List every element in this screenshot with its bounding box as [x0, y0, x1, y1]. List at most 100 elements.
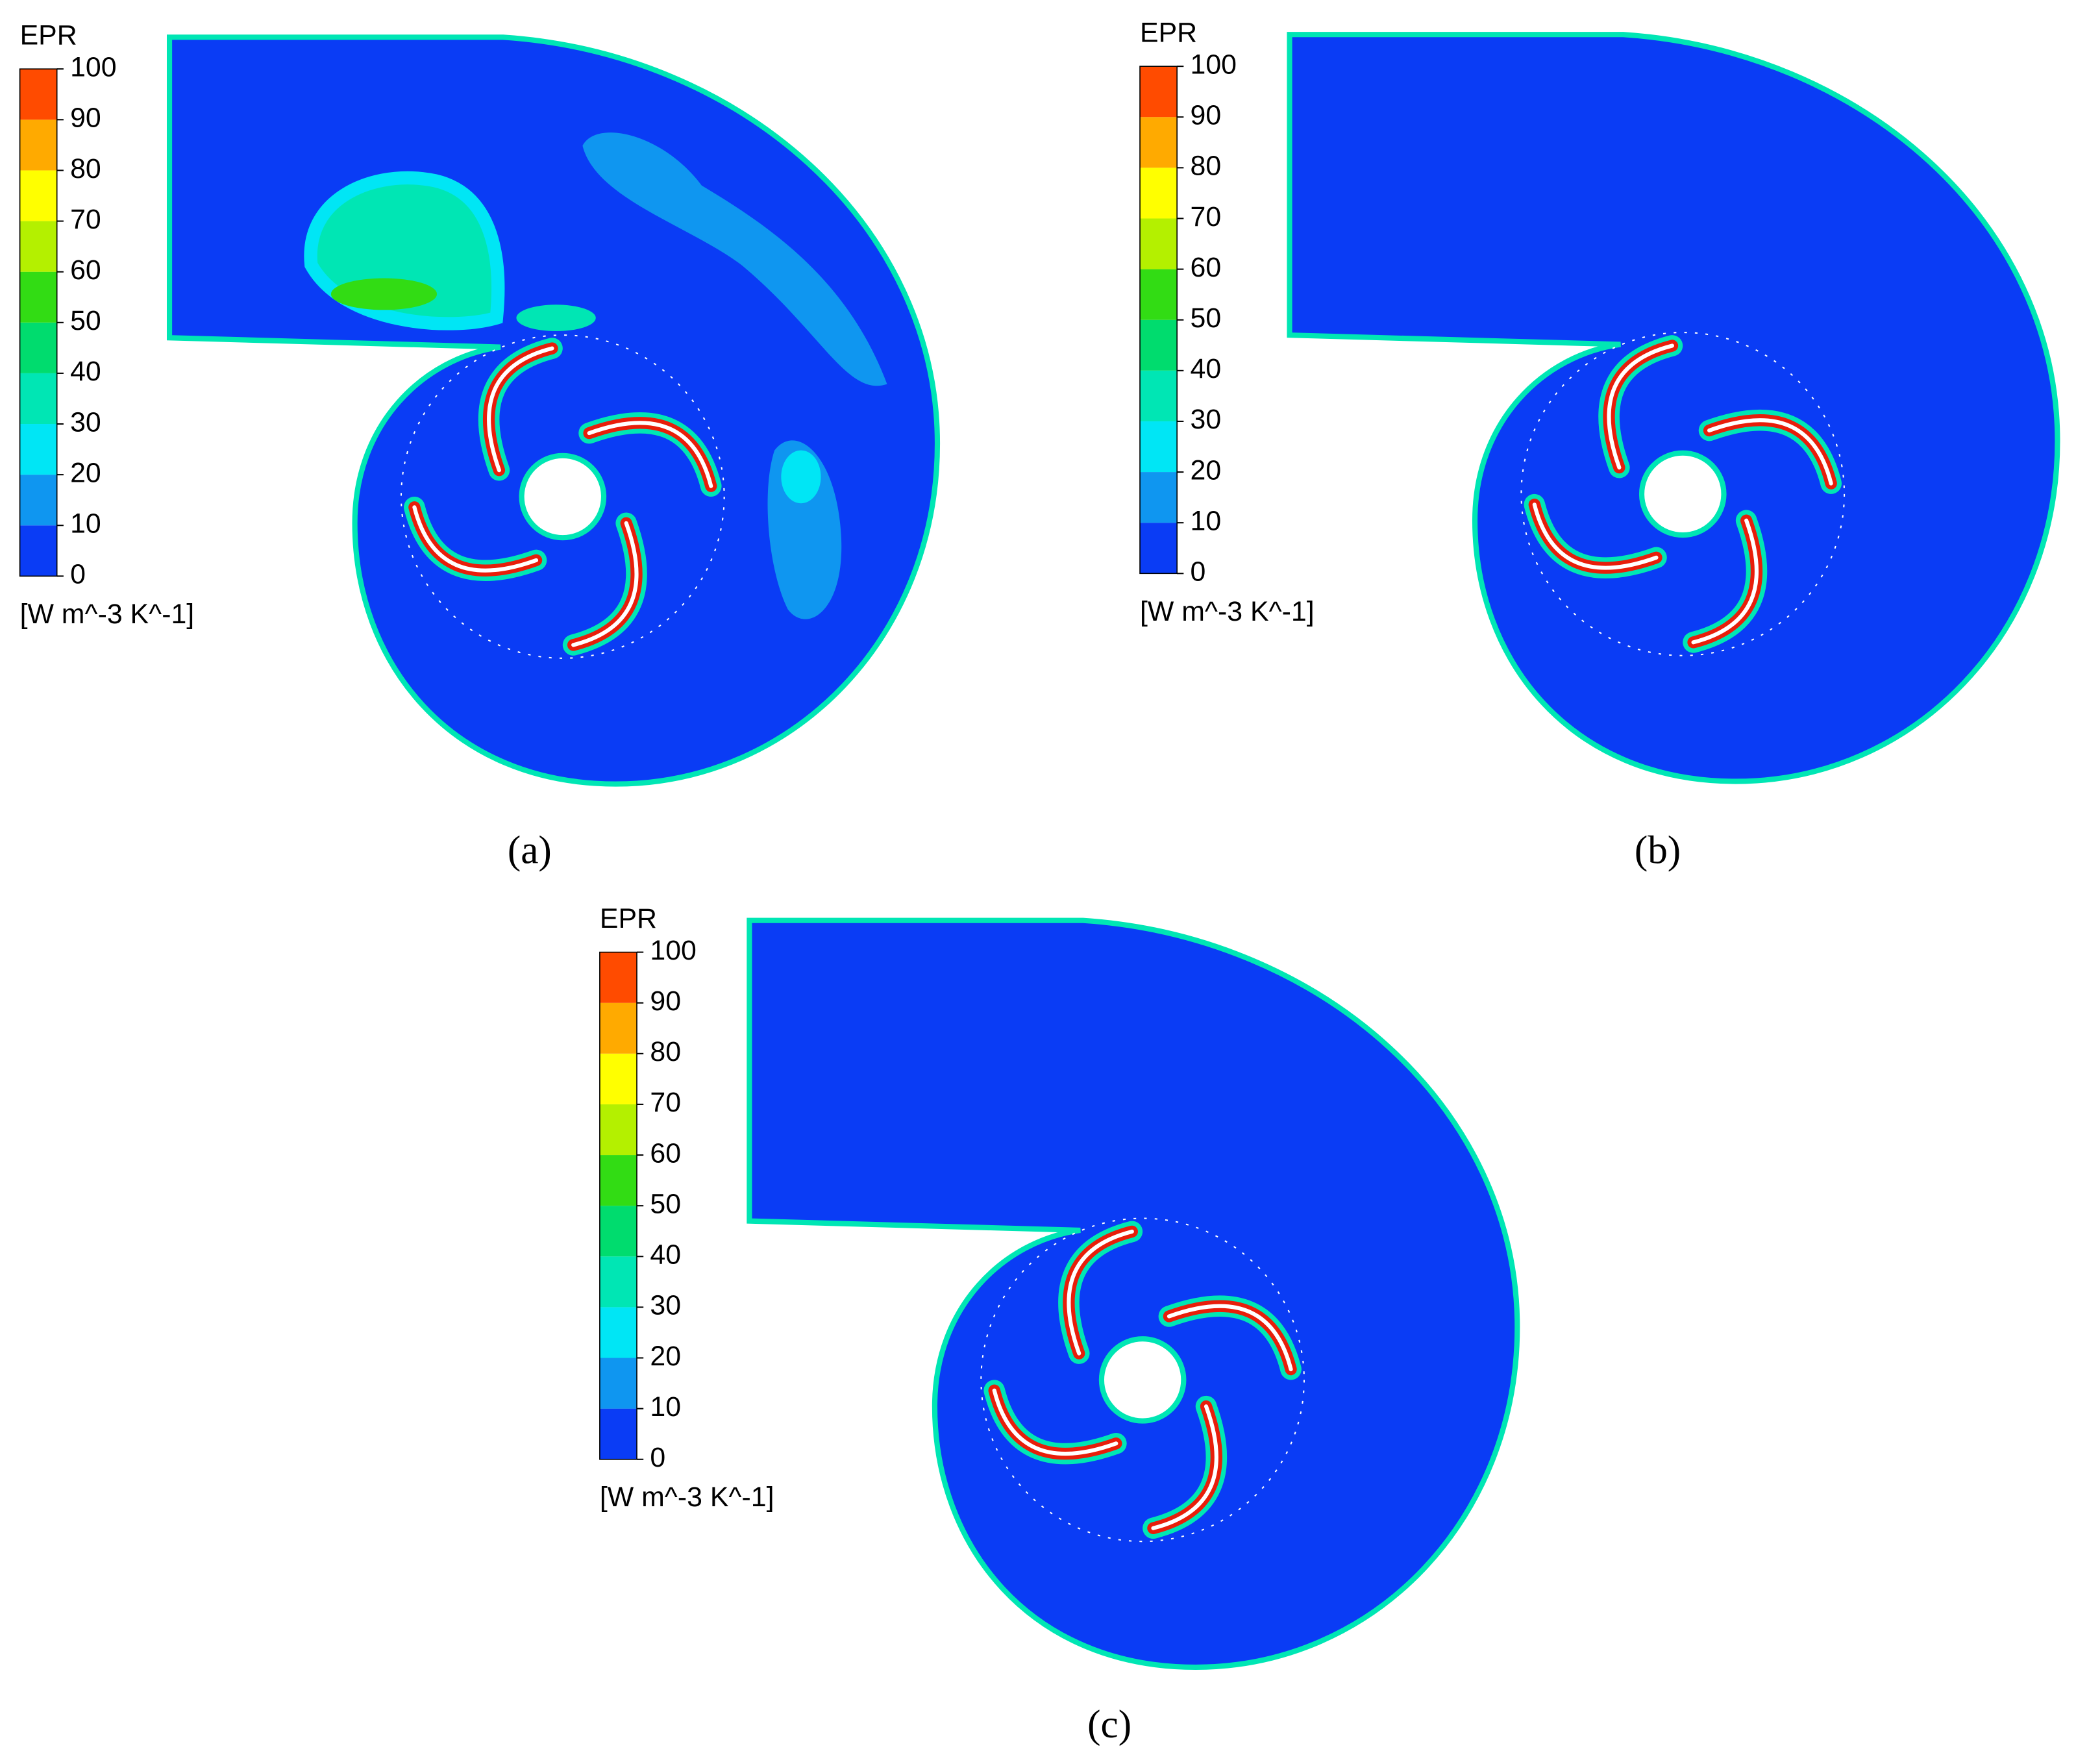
colorbar-unit: [W m^-3 K^-1] [1140, 596, 1315, 627]
hub [1098, 1336, 1187, 1424]
flow-region [330, 278, 438, 310]
blade-core [571, 521, 639, 647]
colorbar-band [599, 1307, 637, 1358]
colorbar-band [19, 322, 57, 373]
colorbar-tick-label: 100 [1191, 49, 1237, 80]
colorbar-band [1140, 370, 1178, 421]
colorbar-tick-label: 80 [1191, 151, 1222, 182]
colorbar-band [19, 119, 57, 171]
colorbar-unit: [W m^-3 K^-1] [600, 1482, 774, 1513]
colorbar-band [599, 1002, 637, 1054]
rotor-interface [980, 1217, 1305, 1543]
colorbar-band [1140, 319, 1178, 371]
colorbar-tick-label: 0 [650, 1442, 665, 1473]
colorbar-band [19, 271, 57, 323]
blade-core [1607, 343, 1674, 470]
blade-core [1691, 518, 1759, 645]
colorbar-tick-label: 10 [70, 508, 101, 540]
hub [519, 453, 607, 541]
colorbar-band [599, 1358, 637, 1409]
colorbar-band [599, 952, 637, 1003]
flow-region [781, 450, 821, 504]
colorbar-tick-label: 60 [1191, 252, 1222, 283]
hub [1638, 450, 1727, 538]
colorbar-band [1140, 117, 1178, 168]
blade-core [1532, 503, 1659, 570]
colorbar-tick-label: 60 [70, 255, 101, 286]
panel-label: (a) [508, 828, 552, 873]
colorbar-tick-label: 50 [650, 1188, 681, 1219]
colorbar-tick-label: 0 [70, 559, 86, 590]
colorbar-band [19, 525, 57, 577]
panel-label: (c) [1087, 1702, 1131, 1746]
colorbar-band [599, 1155, 637, 1206]
panel-label: (b) [1635, 828, 1681, 873]
blade-core [487, 346, 554, 473]
volute-edge [1287, 32, 2060, 784]
panel: EPR 0 10 20 30 40 50 60 70 80 90 100 [W m^-3 K^-1] [19, 20, 941, 787]
blade-core [587, 421, 713, 488]
colorbar-band [1140, 472, 1178, 523]
colorbar-tick-label: 50 [70, 305, 101, 336]
colorbar-tick-label: 10 [650, 1391, 681, 1422]
colorbar-tick-label: 20 [1191, 454, 1222, 486]
colorbar-tick-label: 90 [650, 986, 681, 1017]
blade-core [1151, 1404, 1218, 1530]
colorbar-band [19, 221, 57, 272]
colorbar-tick-label: 50 [1191, 303, 1222, 334]
colorbar-tick-label: 30 [70, 406, 101, 438]
colorbar-band [1140, 218, 1178, 269]
colorbar-band [19, 373, 57, 425]
flow-region [582, 132, 887, 386]
colorbar-tick-label: 40 [1191, 353, 1222, 384]
flow-region [516, 304, 596, 332]
colorbar-tick-label: 70 [1191, 201, 1222, 232]
colorbar-tick-label: 10 [1191, 505, 1222, 536]
blade-core [992, 1388, 1118, 1456]
colorbar-band [19, 170, 57, 221]
colorbar-tick-label: 30 [650, 1290, 681, 1321]
colorbar-title: EPR [600, 903, 657, 934]
colorbar-tick-label: 80 [650, 1036, 681, 1067]
colorbar-tick-label: 0 [1191, 556, 1206, 588]
colorbar-band [599, 1053, 637, 1104]
colorbar-unit: [W m^-3 K^-1] [20, 599, 195, 630]
colorbar-band [1140, 523, 1178, 574]
colorbar-tick-label: 20 [650, 1341, 681, 1372]
colorbar-band [1140, 66, 1178, 118]
colorbar-tick-label: 60 [650, 1137, 681, 1169]
colorbar-band [1140, 421, 1178, 473]
colorbar-band [599, 1104, 637, 1156]
blade-core [412, 505, 539, 573]
blade-core [1707, 418, 1833, 486]
panel: EPR 0 10 20 30 40 50 60 70 80 90 100 [W m^-3 K^-1] [599, 903, 1520, 1671]
colorbar-title: EPR [20, 20, 77, 51]
colorbar-tick-label: 40 [70, 356, 101, 387]
colorbar-band [599, 1206, 637, 1257]
rotor-interface [400, 334, 725, 659]
colorbar-band [1140, 168, 1178, 219]
colorbar-tick-label: 70 [650, 1087, 681, 1118]
colorbar-band [599, 1408, 637, 1460]
rotor-interface [1520, 332, 1846, 656]
colorbar-band [19, 475, 57, 526]
colorbar-tick-label: 20 [70, 457, 101, 488]
colorbar-band [1140, 269, 1178, 320]
panel: EPR 0 10 20 30 40 50 60 70 80 90 100 [W m^-3 K^-1] [1139, 18, 2060, 784]
colorbar-tick-label: 100 [650, 935, 696, 966]
colorbar-tick-label: 80 [70, 153, 101, 184]
colorbar-band [19, 69, 57, 120]
colorbar-title: EPR [1140, 18, 1197, 49]
colorbar-tick-label: 90 [70, 103, 101, 134]
colorbar-tick-label: 40 [650, 1239, 681, 1271]
volute-edge [747, 917, 1520, 1671]
colorbar-tick-label: 30 [1191, 404, 1222, 435]
colorbar-tick-label: 90 [1191, 100, 1222, 131]
blade-core [1067, 1229, 1134, 1356]
blade-core [1167, 1304, 1293, 1372]
colorbar-band [599, 1256, 637, 1308]
colorbar-tick-label: 100 [70, 52, 116, 83]
colorbar-tick-label: 70 [70, 204, 101, 235]
colorbar-band [19, 424, 57, 475]
